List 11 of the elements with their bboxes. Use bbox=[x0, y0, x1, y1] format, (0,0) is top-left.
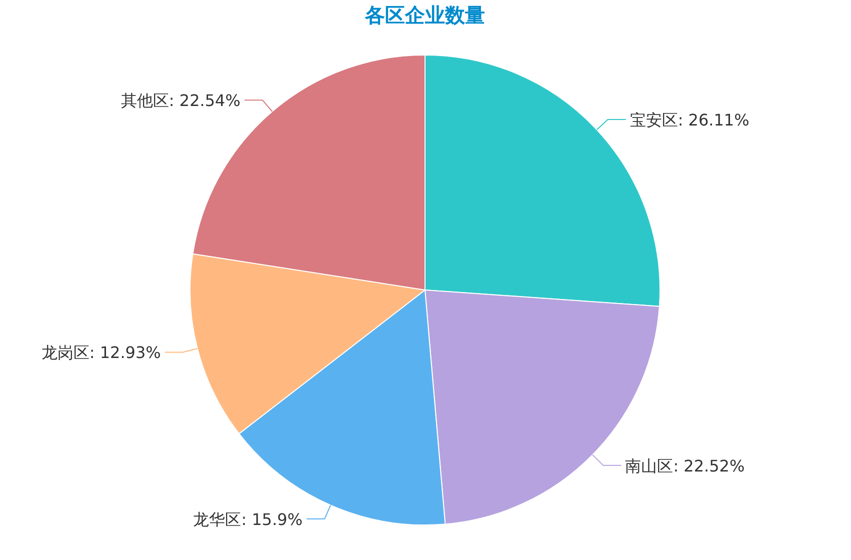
slice-label: 龙华区 bbox=[193, 510, 242, 529]
data-label: : 22.52% bbox=[673, 456, 745, 476]
slice-label: 龙岗区 bbox=[41, 343, 90, 362]
slice-label: 宝安区 bbox=[630, 110, 678, 130]
data-label: : 15.9% bbox=[241, 510, 303, 529]
data-label: : 12.93% bbox=[89, 343, 161, 362]
data-label: : 26.11% bbox=[678, 110, 750, 130]
chart-title: 各区企业数量 bbox=[364, 3, 485, 27]
slice-label: 南山区 bbox=[625, 456, 674, 476]
slice-label: 其他区 bbox=[120, 91, 169, 110]
data-label: : 22.54% bbox=[168, 91, 240, 110]
